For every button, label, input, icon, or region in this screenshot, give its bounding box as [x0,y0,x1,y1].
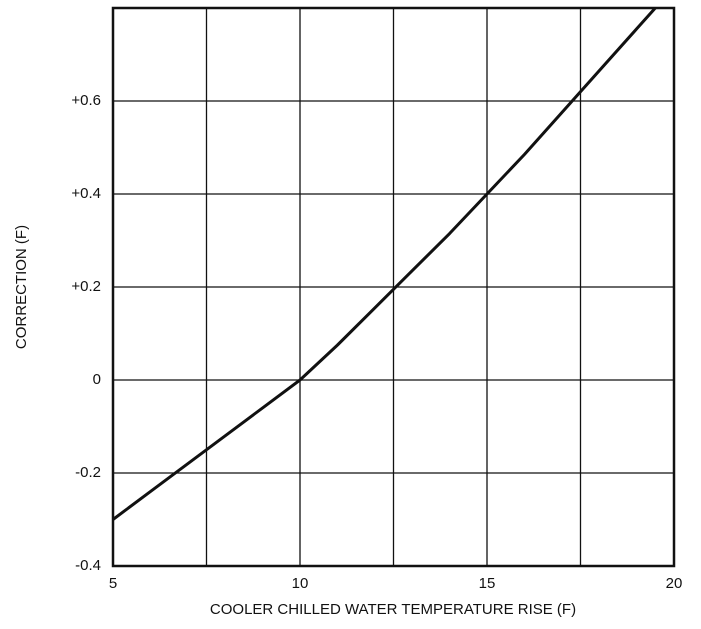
y-tick-label: +0.6 [71,92,101,109]
y-axis-label: CORRECTION (F) [13,225,30,349]
y-tick-label: +0.2 [71,278,101,295]
y-tick-label: 0 [93,371,101,388]
curve [112,7,657,521]
x-tick-label: 10 [292,575,309,592]
plot-frame [111,6,676,568]
y-tick-label: +0.4 [71,185,101,202]
x-axis-label: COOLER CHILLED WATER TEMPERATURE RISE (F… [210,601,576,618]
x-tick-label: 5 [109,575,117,592]
x-tick-label: 20 [666,575,683,592]
y-tick-label: -0.4 [75,557,101,574]
x-tick-label: 15 [479,575,496,592]
y-tick-label: -0.2 [75,464,101,481]
